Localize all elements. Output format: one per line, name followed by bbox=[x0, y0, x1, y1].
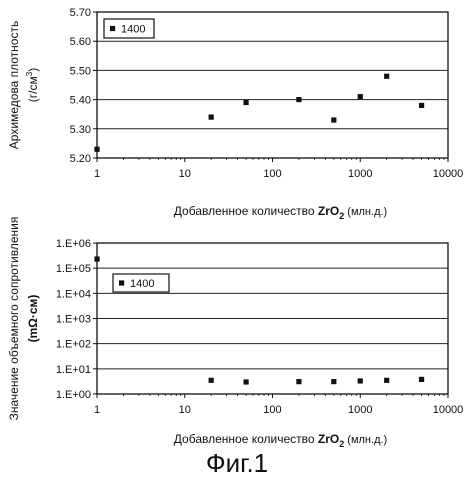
x-axis-title-formula: ZrO bbox=[318, 204, 339, 218]
legend-label: 1400 bbox=[121, 24, 145, 36]
legend-label: 1400 bbox=[130, 278, 154, 290]
y-tick-label: 5.70 bbox=[70, 7, 91, 19]
x-tick-label: 1000 bbox=[348, 168, 372, 180]
x-tick-label: 1000 bbox=[348, 404, 372, 416]
x-axis-title-formula-sub: 2 bbox=[339, 211, 344, 221]
y-tick-label: 1.E+03 bbox=[56, 314, 91, 326]
y-tick-label: 5.50 bbox=[70, 65, 91, 77]
x-axis-title-unit: (млн.д.) bbox=[344, 206, 387, 218]
legend-box bbox=[103, 18, 155, 39]
data-point bbox=[331, 117, 337, 123]
data-point bbox=[296, 97, 302, 103]
data-point bbox=[208, 114, 214, 120]
y-axis-unit-main: (г/см bbox=[26, 76, 40, 102]
x-tick-label: 10 bbox=[179, 404, 191, 416]
legend-box bbox=[112, 273, 170, 293]
x-axis-title: Добавленное количество ZrO2 (млн.д.) bbox=[174, 204, 387, 221]
y-tick-label: 1.E+01 bbox=[56, 364, 91, 376]
x-axis-title-prefix: Добавленное количество bbox=[174, 204, 318, 218]
data-point bbox=[243, 379, 249, 385]
data-point bbox=[418, 376, 425, 383]
x-tick-label: 10 bbox=[179, 168, 191, 180]
data-point bbox=[384, 73, 390, 79]
data-point bbox=[357, 378, 363, 384]
y-axis-title: Архимедова плотность bbox=[7, 21, 21, 149]
y-tick-label: 5.30 bbox=[70, 124, 91, 136]
x-axis-title-prefix: Добавленное количество bbox=[174, 432, 318, 446]
x-axis-title-formula: ZrO bbox=[318, 432, 339, 446]
data-point bbox=[208, 377, 214, 383]
chart-2: 1.E+00 1.E+01 1.E+02 1.E+03 1.E+04 1.E+05 1.E+… bbox=[7, 217, 463, 449]
data-point bbox=[296, 379, 302, 385]
data-point bbox=[331, 379, 337, 385]
x-tick-label: 1 bbox=[94, 168, 100, 180]
data-point bbox=[94, 256, 100, 262]
legend-marker bbox=[110, 25, 116, 32]
legend-marker bbox=[119, 280, 125, 286]
chart-1: 5.20 5.30 5.40 5.50 5.60 5.70 1 10 100 1000 10000 1… bbox=[7, 7, 463, 221]
data-point bbox=[418, 102, 425, 109]
data-point bbox=[357, 94, 363, 100]
x-tick-label: 100 bbox=[263, 404, 281, 416]
y-tick-label: 1.E+00 bbox=[56, 389, 91, 401]
y-axis-unit-sup: 3 bbox=[25, 71, 34, 76]
y-tick-label: 5.40 bbox=[70, 95, 91, 107]
x-axis-title-unit: (млн.д.) bbox=[344, 434, 387, 446]
y-axis-title: Значение объемного сопротивления bbox=[7, 217, 21, 421]
x-axis-title-formula-sub: 2 bbox=[339, 439, 344, 449]
y-tick-label: 1.E+05 bbox=[56, 263, 91, 275]
data-point bbox=[94, 146, 100, 152]
y-axis-unit-end: ) bbox=[26, 68, 40, 72]
y-tick-label: 1.E+06 bbox=[56, 238, 91, 250]
x-tick-label: 10000 bbox=[433, 404, 464, 416]
x-tick-label: 10000 bbox=[433, 168, 464, 180]
figure-caption: Фиг.1 bbox=[205, 448, 269, 478]
data-point bbox=[243, 99, 249, 106]
x-tick-label: 1 bbox=[94, 404, 100, 416]
y-tick-label: 1.E+02 bbox=[56, 339, 91, 351]
data-point bbox=[384, 377, 390, 383]
y-tick-label: 5.20 bbox=[70, 153, 91, 165]
x-axis-title: Добавленное количество ZrO2 (млн.д.) bbox=[174, 432, 387, 449]
y-axis-unit: (mΩ·см) bbox=[26, 295, 40, 343]
y-tick-label: 5.60 bbox=[70, 36, 91, 48]
x-tick-label: 100 bbox=[263, 168, 281, 180]
y-tick-label: 1.E+04 bbox=[56, 288, 91, 300]
y-axis-unit: (г/см3) bbox=[25, 68, 40, 102]
